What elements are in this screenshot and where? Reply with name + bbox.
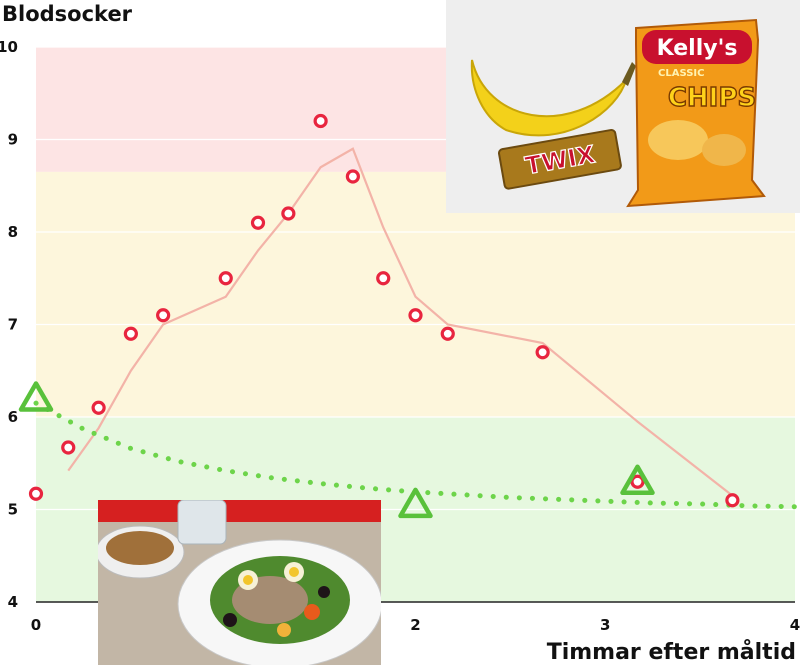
chips-flavor: CLASSIC [658, 68, 704, 79]
x-tick-label: 0 [31, 616, 41, 634]
y-axis-label: Blodsocker [2, 2, 133, 26]
blood-sugar-point [440, 326, 455, 341]
blood-sugar-point [345, 169, 360, 184]
blood-sugar-point [156, 308, 171, 323]
x-tick-label: 3 [600, 616, 610, 634]
blood-sugar-point [61, 440, 76, 455]
y-tick-label: 10 [0, 38, 18, 56]
blood-sugar-point [123, 326, 138, 341]
blood-sugar-point [281, 206, 296, 221]
data-series [18, 113, 798, 519]
chips-brand: Kelly's [657, 36, 738, 61]
blood-sugar-point [725, 493, 740, 508]
reference-triangle-point [18, 381, 54, 412]
y-tick-label: 9 [8, 131, 18, 149]
y-tick-label: 8 [8, 223, 18, 241]
blood-sugar-point [250, 215, 266, 230]
chips-label: CHIPS [668, 83, 756, 113]
x-tick-label: 2 [410, 616, 420, 634]
blood-sugar-point [313, 113, 328, 129]
y-tick-label: 7 [8, 316, 18, 334]
salad-photo [98, 500, 381, 665]
y-tick-label: 6 [8, 408, 18, 426]
blood-sugar-point [535, 345, 550, 360]
blood-sugar-point [218, 271, 233, 286]
blood-sugar-point [630, 474, 645, 489]
blood-sugar-point [376, 271, 391, 286]
blood-sugar-point [408, 308, 423, 323]
y-tick-label: 5 [8, 501, 18, 519]
y-tick-label: 4 [8, 593, 18, 611]
snacks-photo: TWIX Kelly's CLASSIC CHIPS [446, 0, 800, 213]
x-axis-label: Timmar efter måltid [546, 640, 796, 665]
blood-sugar-point [28, 486, 44, 501]
x-tick-label: 4 [790, 616, 800, 634]
reference-triangle-point [398, 487, 433, 519]
fitted-curve-line [67, 147, 734, 497]
blood-sugar-point [91, 400, 106, 415]
reference-triangle-point [620, 464, 655, 495]
